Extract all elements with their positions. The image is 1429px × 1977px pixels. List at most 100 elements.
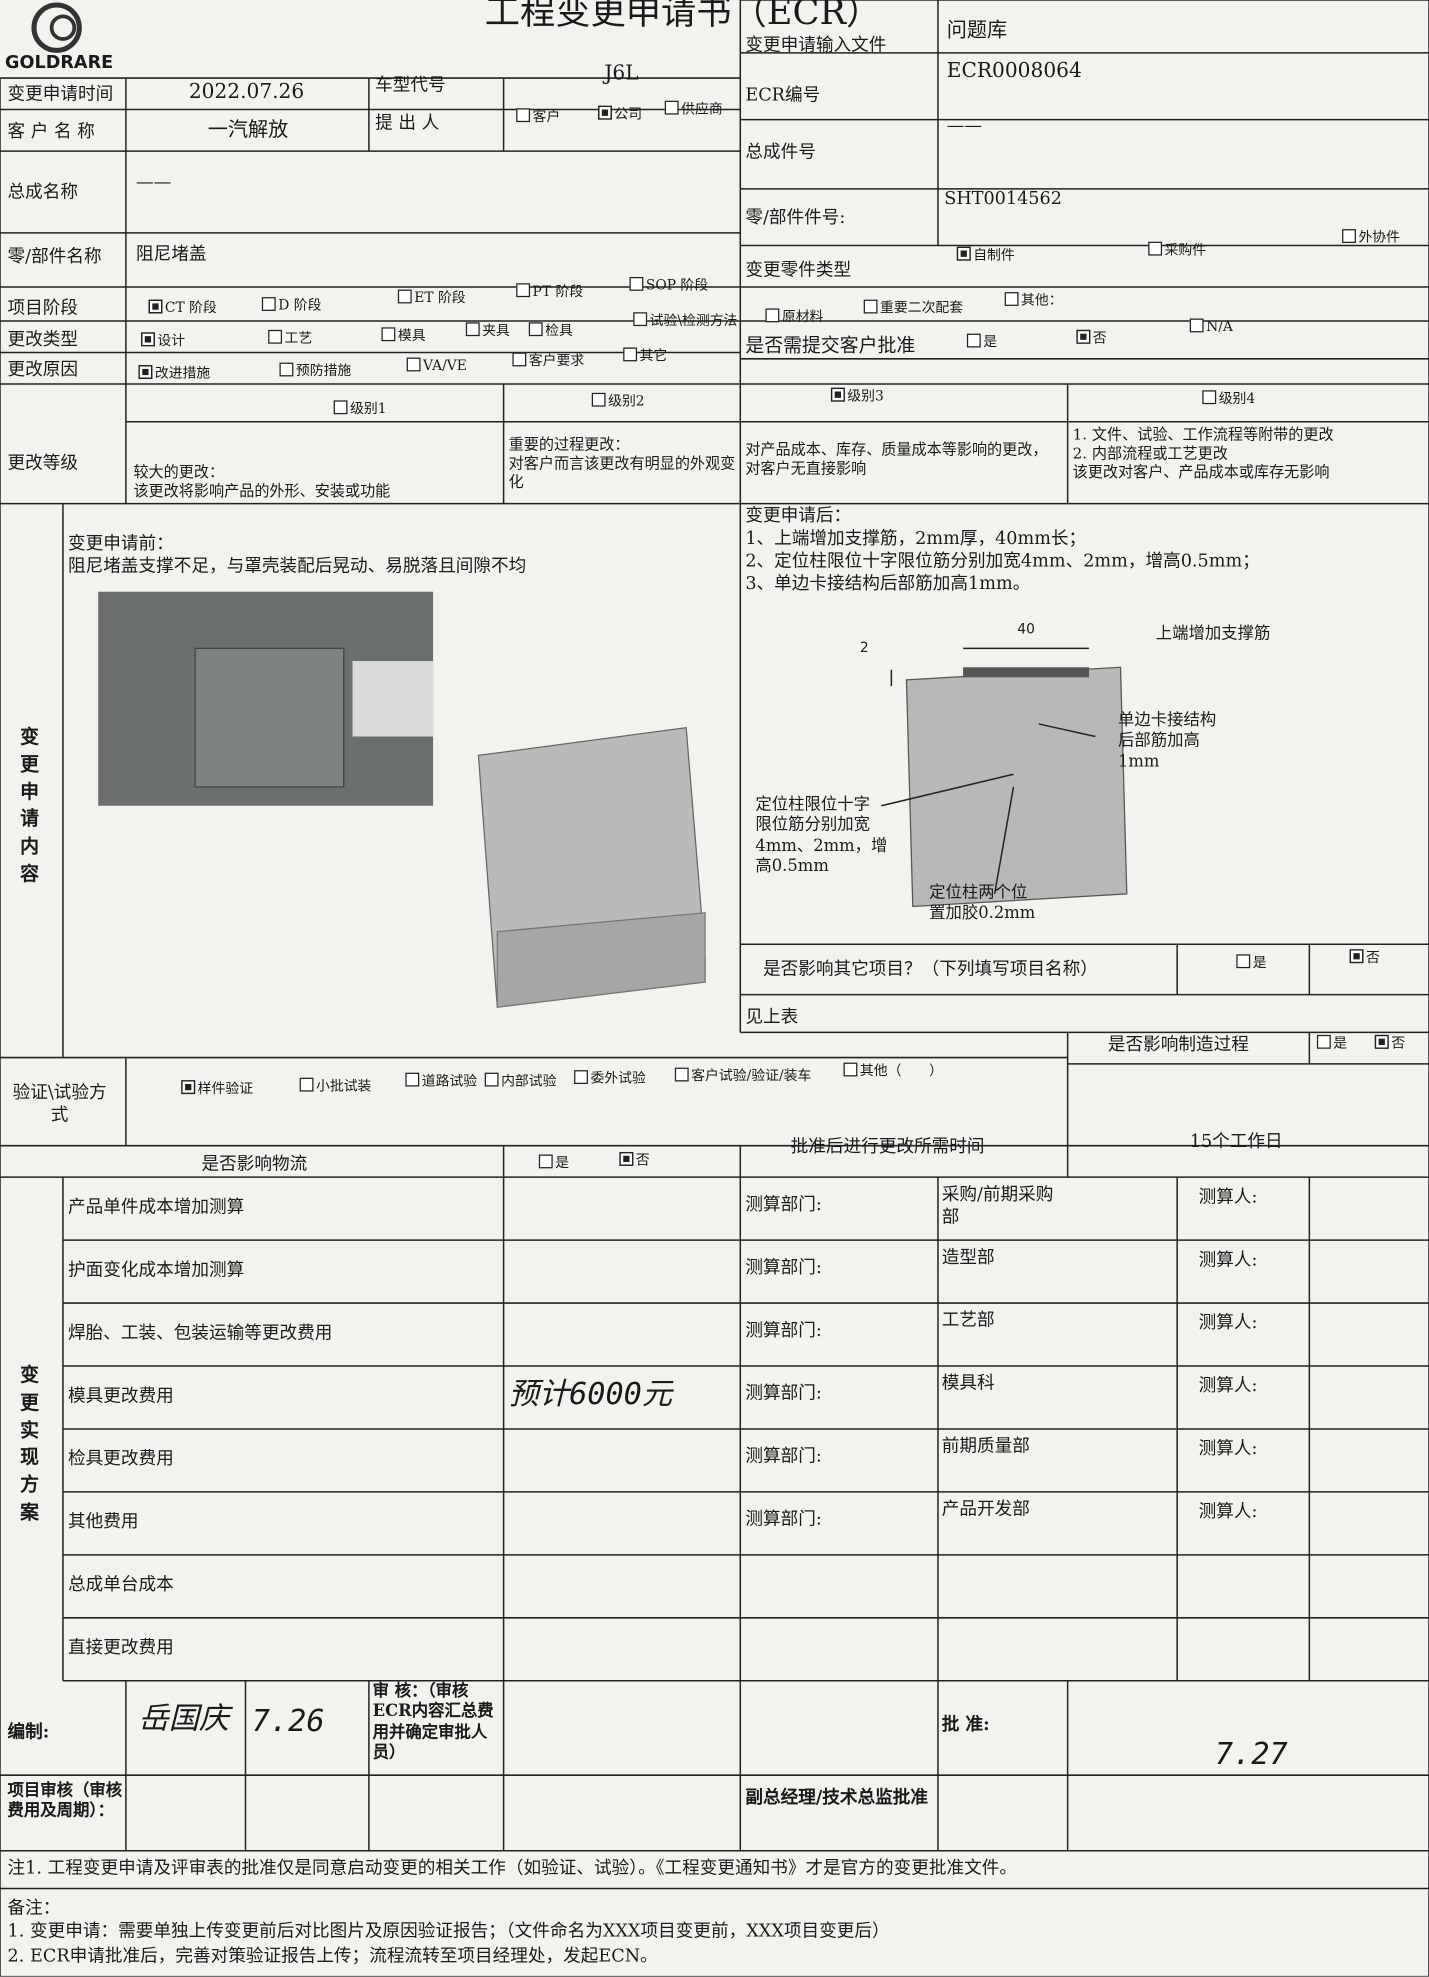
part-render [496,912,706,1008]
signature: 岳国庆 [138,1700,230,1737]
checkbox: 公司 [598,106,642,123]
checkbox: 试验\检测方法 [633,312,738,329]
label: 测算人: [1198,1250,1258,1271]
checkbox: 原材料 [765,308,824,325]
handwritten-date: 7.27 [1214,1736,1288,1772]
label: 测算人: [1198,1313,1258,1334]
dimension: 2 [859,639,869,656]
checkbox: 重要二次配套 [864,300,963,317]
department: 模具科 [941,1373,995,1394]
section-label: 变更实现方案 [20,1363,40,1524]
checkbox: D 阶段 [262,297,321,314]
checkbox: SOP 阶段 [630,277,708,294]
checkbox: 内部试验 [485,1073,556,1090]
callout: 定位柱两个位 置加胶0.2mm [929,883,1036,924]
photo-detail [194,647,345,788]
label: 项目审核（审核费用及周期）： [7,1781,123,1821]
list-item: 2、定位柱限位十字限位筋分别加宽4mm、2mm，增高0.5mm； [745,551,1260,572]
label: 测算部门: [745,1320,822,1341]
checkbox: 是 [1236,954,1267,971]
label: 更改原因 [7,360,79,381]
checkbox: 级别2 [592,393,645,410]
label: 零/部件名称 [7,246,102,267]
label: 总成名称 [7,182,79,203]
checkbox: 级别3 [831,388,884,405]
label: 更改类型 [7,329,79,351]
cost-item: 其他费用 [67,1512,139,1533]
label: 测算部门: [745,1446,822,1467]
checkbox: 客户要求 [512,353,584,370]
form-title: 工程变更申请书（ECR） [484,0,882,33]
checkbox: 客户 [516,108,561,125]
remark: 2. ECR申请批准后，完善对策验证报告上传；流程流转至项目经理处，发起ECN。 [7,1946,658,1967]
label: 客 户 名 称 [7,122,95,143]
value: SHT0014562 [944,188,1062,209]
value: 见上表 [745,1007,799,1028]
label: 是否需提交客户批准 [745,333,916,357]
label: 是否影响其它项目？（下列填写项目名称） [762,959,1098,980]
label: 是否影响制造过程 [1107,1034,1249,1056]
label: 测算部门: [745,1383,822,1404]
checkbox: 采购件 [1148,242,1207,259]
checkbox: 检具 [529,322,573,339]
part-diagram [905,666,1128,908]
level-desc: 重要的过程更改： 对客户而言该更改有明显的外观变化 [508,435,736,492]
label: 测算人: [1198,1187,1258,1208]
checkbox: 否 [619,1152,650,1169]
label: 变更申请输入文件 [745,35,887,56]
cost-item: 总成单台成本 [67,1575,174,1596]
level-desc: 对产品成本、库存、质量成本等影响的更改，对客户无直接影响 [745,440,1048,478]
label: 变更申请前： [67,533,174,554]
label: 零/部件件号: [745,207,846,228]
label: ECR编号 [745,85,821,106]
checkbox: 其它 [623,347,668,364]
department: 采购/前期采购部 [941,1184,1054,1227]
callout-arrow [1038,723,1096,738]
checkbox: 其他（ ） [844,1063,943,1080]
checkbox: 否 [1076,330,1107,347]
checkbox: 预防措施 [279,363,351,380]
checkbox: 委外试验 [574,1070,645,1087]
cost-item: 护面变化成本增加测算 [67,1260,245,1281]
callout: 上端增加支撑筋 [1155,624,1271,644]
checkbox: 外协件 [1342,229,1400,246]
list-item: 3、单边卡接结构后部筋加高1mm。 [745,574,1031,595]
label: 变更申请后： [745,506,852,527]
handwritten-date: 7.26 [251,1703,325,1739]
logo-text: GOLDRARE [5,52,114,74]
text: 阻尼堵盖支撑不足，与罩壳装配后晃动、易脱落且间隙不均 [67,556,527,577]
checkbox: 级别4 [1202,390,1256,407]
label: 审 核：（审核ECR内容汇总费用并确定审批人员） [372,1682,494,1763]
callout-arrow [993,786,1015,895]
checkbox: CT 阶段 [149,300,217,317]
checkbox: 样件验证 [181,1080,253,1097]
label: 批 准: [941,1714,990,1735]
cost-item: 产品单件成本增加测算 [67,1197,245,1218]
rib [963,667,1090,678]
value: ECR0008064 [946,57,1082,82]
value: 问题库 [946,17,1008,42]
label: 项目阶段 [7,298,79,319]
checkbox: 模具 [381,327,426,344]
checkbox: 改进措施 [138,365,210,382]
label: 批准后进行更改所需时间 [790,1136,985,1158]
label: 总成件号 [745,142,816,163]
label: 测算部门: [745,1509,822,1530]
cost-item: 模具更改费用 [67,1386,174,1407]
label: 变更申请时间 [7,84,114,105]
label: 更改等级 [7,453,79,474]
checkbox: 其他： [1005,292,1063,309]
handwritten-note: 预计6000元 [508,1376,673,1412]
label: 测算部门: [745,1194,822,1215]
level-desc: 1. 文件、试验、工作流程等附带的更改 2. 内部流程或工艺更改 该更改对客户、… [1072,425,1334,481]
label: 测算人: [1198,1376,1258,1397]
list-item: 1、上端增加支撑筋，2mm厚，40mm长； [745,528,1087,549]
cost-item: 焊胎、工装、包装运输等更改费用 [67,1323,333,1344]
logo-mark [49,14,77,41]
checkbox: 自制件 [957,247,1015,264]
value: —— [135,172,172,193]
checkbox: 夹具 [466,322,510,339]
callout-arrow [881,773,1014,807]
value: —— [946,115,983,136]
